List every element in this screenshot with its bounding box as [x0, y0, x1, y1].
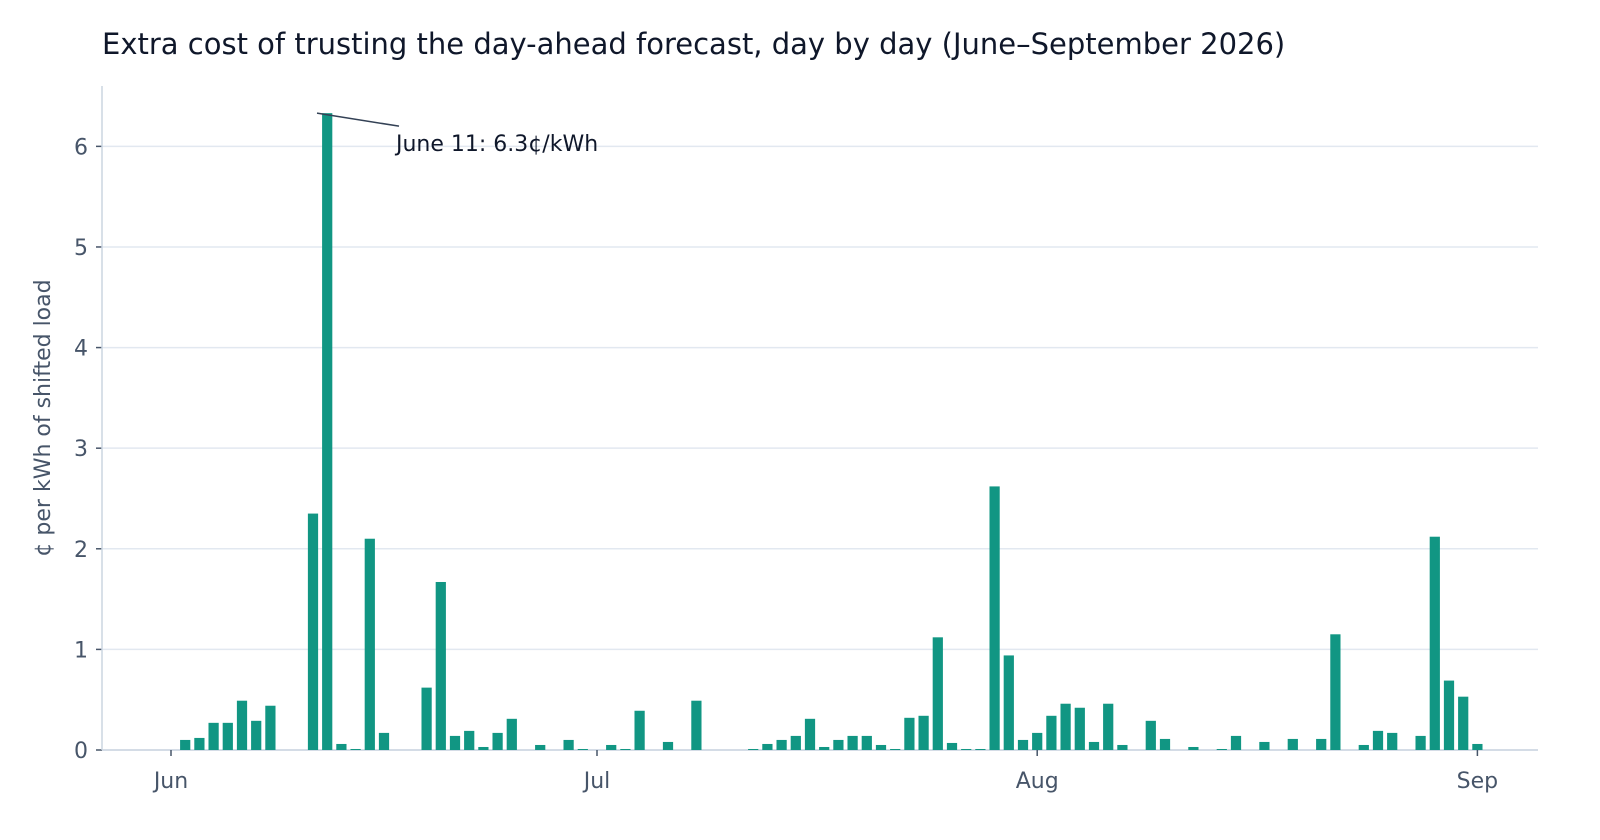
bar: [847, 735, 858, 750]
bar: [1117, 744, 1128, 750]
y-tick-label: 5: [74, 236, 88, 261]
bar: [1017, 739, 1029, 750]
bar: [861, 735, 872, 750]
bar: [1443, 680, 1455, 750]
bar: [620, 748, 631, 750]
bar: [1060, 703, 1071, 750]
bar: [435, 581, 446, 750]
bar: [1287, 738, 1298, 750]
bar: [606, 744, 617, 750]
bar: [804, 718, 816, 750]
bar: [350, 748, 361, 750]
bar: [563, 739, 574, 750]
bar: [819, 746, 830, 750]
bars: [180, 113, 1483, 750]
bar: [364, 538, 375, 750]
annotation: June 11: 6.3¢/kWh: [316, 112, 598, 157]
bar: [634, 710, 645, 750]
bar: [307, 513, 319, 750]
bar: [875, 744, 887, 750]
bar: [222, 722, 233, 750]
bar: [790, 735, 801, 750]
bar: [478, 746, 489, 750]
bar: [1330, 634, 1341, 750]
bar: [1316, 738, 1327, 750]
bar: [1429, 536, 1440, 750]
bar: [194, 737, 205, 750]
bar: [691, 700, 702, 750]
y-tick-label: 3: [74, 437, 88, 462]
bar: [180, 739, 191, 750]
bar: [1145, 720, 1156, 750]
bar: [506, 718, 517, 750]
x-tick-label: Aug: [1016, 769, 1059, 794]
bar: [1387, 732, 1398, 750]
bar: [1259, 741, 1270, 750]
bar: [1088, 741, 1100, 750]
y-tick-label: 1: [74, 638, 88, 663]
annotation-leader-line: [316, 112, 400, 127]
bar: [833, 739, 844, 750]
bar: [1188, 746, 1199, 750]
bar: [251, 720, 262, 750]
x-tick-label: Sep: [1457, 769, 1498, 794]
bar: [946, 742, 958, 750]
bar: [890, 748, 901, 750]
bar: [762, 743, 773, 750]
bar: [1230, 735, 1242, 750]
bar: [1159, 738, 1171, 750]
bar: [1074, 707, 1085, 750]
bar: [322, 113, 333, 750]
y-tick-label: 6: [74, 135, 88, 160]
x-tick-label: Jul: [582, 769, 611, 794]
bar: [1003, 655, 1014, 750]
bar: [662, 741, 674, 750]
bar: [989, 486, 1000, 750]
bar: [1372, 730, 1384, 750]
bar: [1358, 744, 1369, 750]
gridlines: [102, 145, 1538, 751]
bar: [492, 732, 503, 750]
bar: [1103, 703, 1114, 750]
bar: [421, 687, 432, 750]
bar: [577, 748, 588, 750]
annotation-label: June 11: 6.3¢/kWh: [394, 132, 598, 157]
bar: [975, 748, 986, 750]
bar: [904, 717, 915, 750]
bar: [378, 732, 390, 750]
bar: [1472, 743, 1483, 750]
bar: [535, 744, 546, 750]
chart-title: Extra cost of trusting the day-ahead for…: [102, 27, 1285, 61]
bar: [1415, 735, 1426, 750]
y-tick-label: 2: [74, 538, 88, 563]
bar: [464, 730, 475, 750]
bar: [748, 748, 759, 750]
x-tick-label: Jun: [152, 769, 188, 794]
bar: [776, 739, 787, 750]
bar: [1032, 732, 1043, 750]
bar: [918, 715, 929, 750]
bar: [932, 637, 943, 750]
bar: [208, 722, 219, 750]
bar: [265, 705, 276, 750]
y-tick-label: 0: [74, 739, 88, 764]
bar: [336, 743, 347, 750]
bar: [1458, 696, 1469, 750]
bar: [449, 735, 461, 750]
bar: [1216, 748, 1227, 750]
y-tick-label: 4: [74, 337, 88, 362]
axes: 0 1 2 3 4 5 6 Jun Jul Aug Sep: [74, 86, 1538, 794]
y-axis-label: ¢ per kWh of shifted load: [31, 279, 56, 556]
bar: [236, 700, 248, 750]
bar: [961, 748, 972, 750]
bar: [1046, 715, 1057, 750]
